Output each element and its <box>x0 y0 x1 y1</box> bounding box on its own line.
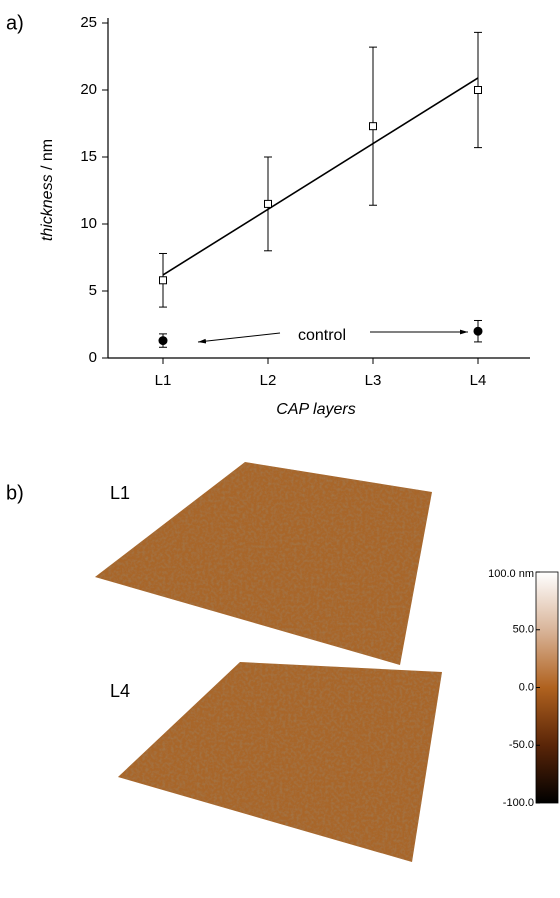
figure: a) b) thickness / nm CAP layers 0 5 10 15 20… <box>0 0 560 898</box>
point <box>265 200 272 207</box>
afm-panel: L1 L4 100.0 nm 50.0 0.0 -50.0 -100.0 <box>95 462 558 862</box>
colorbar-label: -100.0 <box>503 797 534 809</box>
point <box>160 277 167 284</box>
point <box>370 123 377 130</box>
x-tick-label: L3 <box>365 372 382 389</box>
point <box>474 327 483 336</box>
afm-surface <box>95 462 432 665</box>
x-tick-label: L1 <box>155 372 172 389</box>
colorbar-label: 0.0 <box>519 681 534 693</box>
y-axis-label: thickness / nm <box>39 139 56 241</box>
colorbar-label: 100.0 nm <box>488 568 534 580</box>
fit-line <box>163 78 478 275</box>
arrow <box>198 333 280 342</box>
panel-label: b) <box>6 482 24 504</box>
panel-label: a) <box>6 12 24 34</box>
chart: thickness / nm CAP layers 0 5 10 15 20 25 L1 L2… <box>39 14 530 418</box>
y-tick-label: 0 <box>89 349 97 366</box>
x-axis-label: CAP layers <box>276 401 355 418</box>
y-label-italic: thickness <box>39 174 56 241</box>
y-tick-label: 20 <box>80 81 97 98</box>
point <box>159 336 168 345</box>
colorbar-label: 50.0 <box>513 624 534 636</box>
y-tick-label: 25 <box>80 14 97 31</box>
y-label-rest: / nm <box>39 139 56 175</box>
point <box>475 87 482 94</box>
x-tick-label: L4 <box>470 372 487 389</box>
image-label: L1 <box>110 483 130 503</box>
y-tick-label: 10 <box>80 215 97 232</box>
image-label: L4 <box>110 681 130 701</box>
y-tick-label: 15 <box>80 148 97 165</box>
x-tick-label: L2 <box>260 372 277 389</box>
y-tick-label: 5 <box>89 282 97 299</box>
colorbar-label: -50.0 <box>509 739 534 751</box>
afm-surface <box>118 662 442 862</box>
annotation: control <box>298 327 346 344</box>
